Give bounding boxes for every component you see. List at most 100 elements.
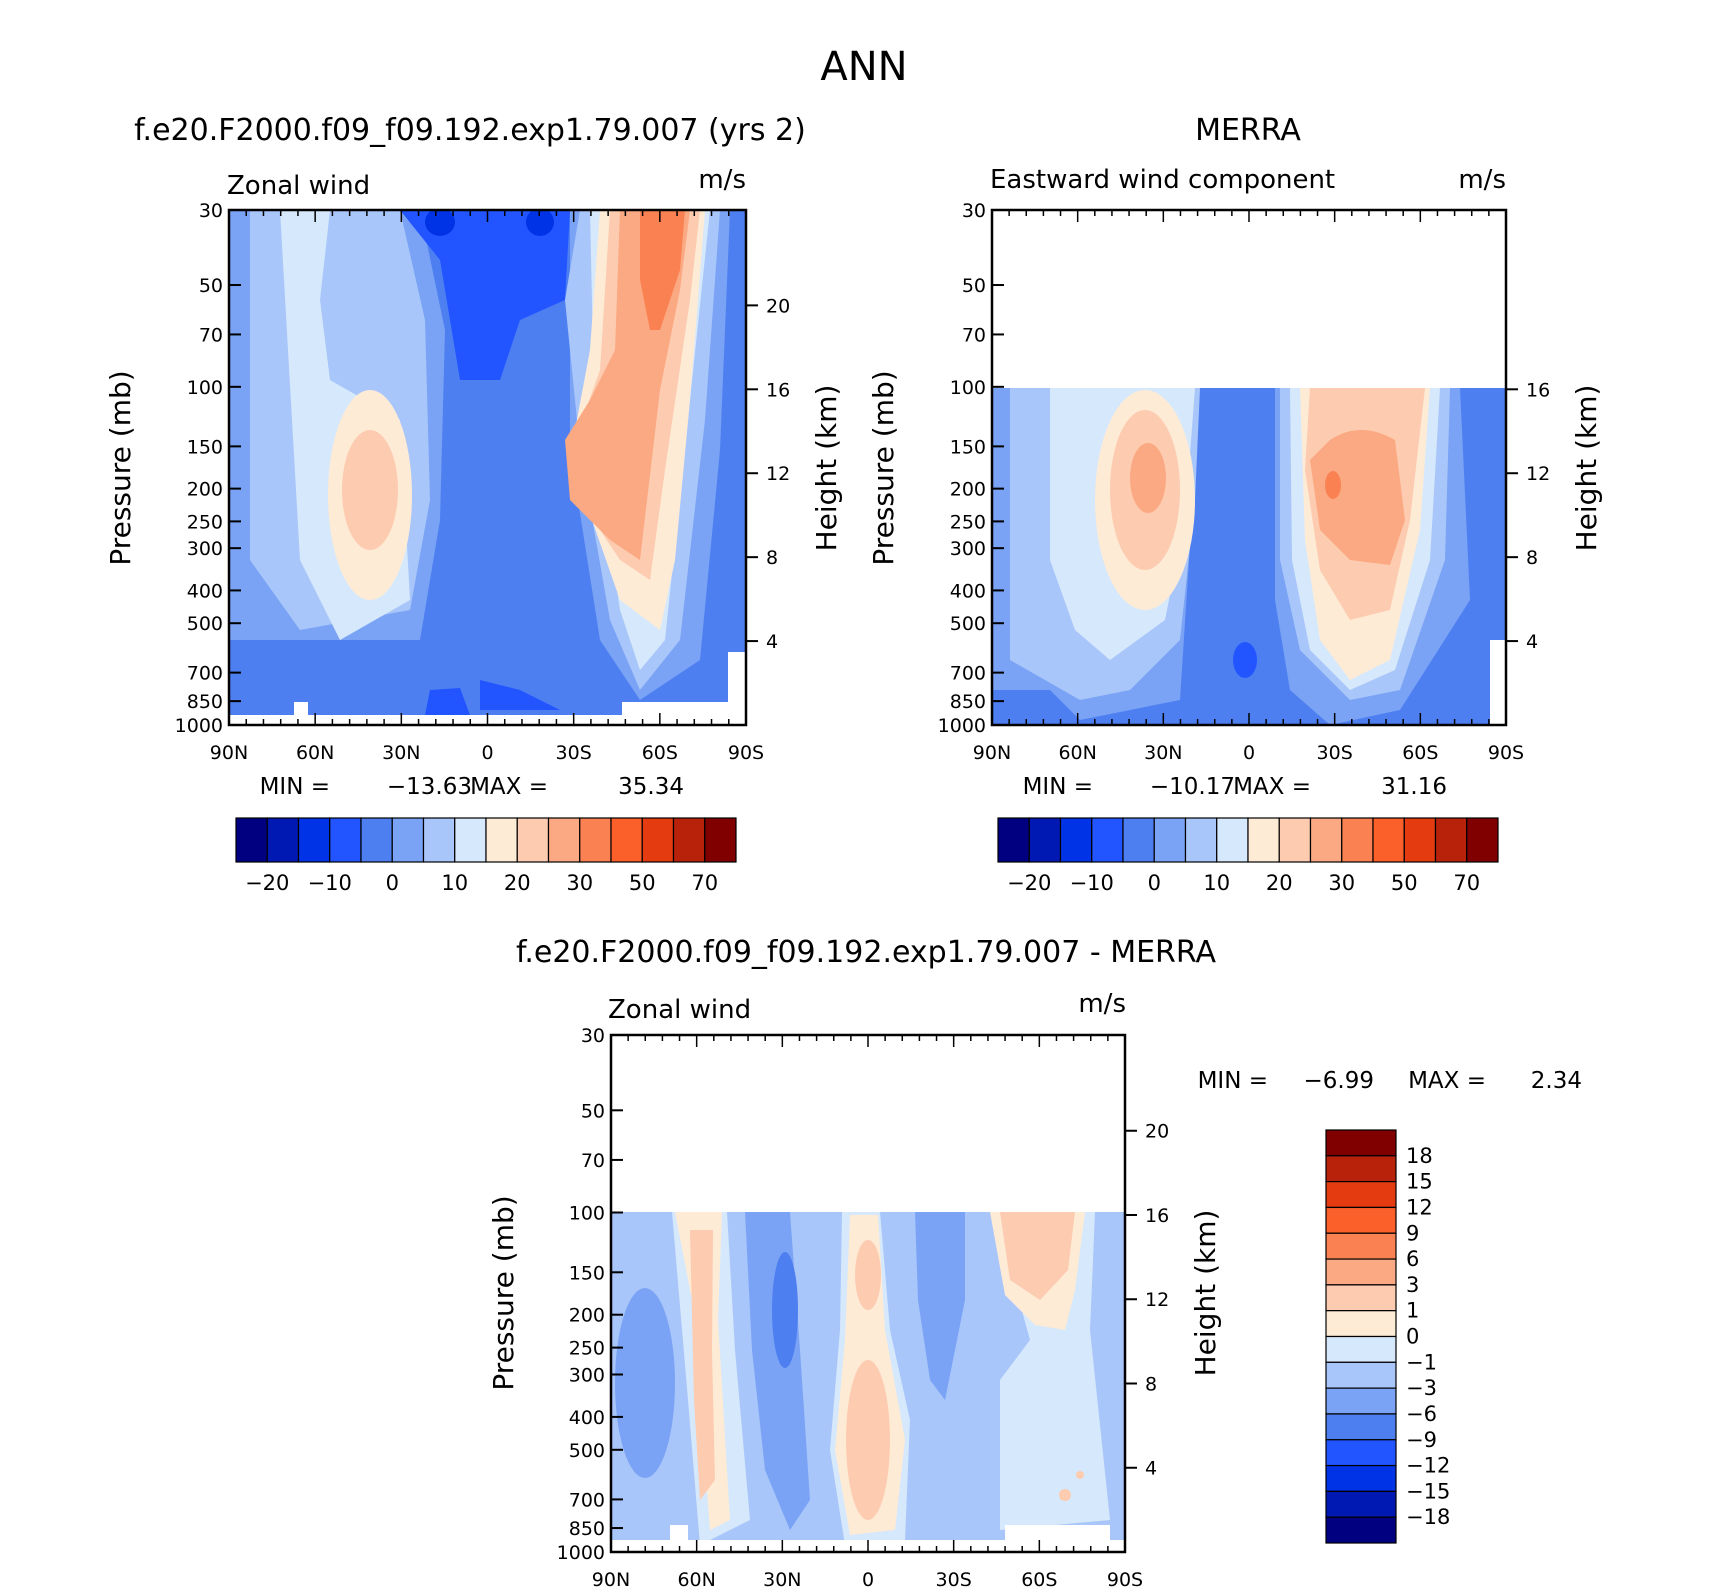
pressure-tick-label: 100 — [569, 1203, 605, 1225]
pressure-tick-label: 300 — [187, 538, 223, 560]
colorbar-swatch — [1325, 1181, 1397, 1209]
pressure-tick-label: 70 — [199, 324, 223, 346]
pressure-tick-label: 150 — [569, 1262, 605, 1284]
colorbar-swatch — [1153, 817, 1187, 863]
pressure-tick-label: 250 — [950, 511, 986, 533]
y2label-model: Height (km) — [810, 385, 843, 552]
pressure-tick-label: 700 — [187, 663, 223, 685]
pressure-tick-label: 1000 — [175, 715, 223, 737]
pressure-tick-label: 150 — [950, 436, 986, 458]
height-tick-label: 20 — [766, 295, 790, 317]
x-tick-label: 30N — [1144, 742, 1182, 764]
variable-label-obs: Eastward wind component — [990, 165, 1335, 195]
colorbar-swatch — [1325, 1206, 1397, 1234]
contour-field-diff — [611, 1212, 1125, 1552]
pressure-tick-label: 700 — [950, 663, 986, 685]
panel-obs: MERRA Eastward wind component m/s 30 50 70… — [867, 113, 1603, 895]
colorbar-swatch — [1325, 1516, 1397, 1544]
x-tick-label: 90N — [973, 742, 1011, 764]
colorbar-swatch — [672, 817, 706, 863]
x-tick-label: 30N — [763, 1569, 801, 1587]
pressure-tick-label: 300 — [950, 538, 986, 560]
colorbar-tick-label: −9 — [1406, 1428, 1437, 1452]
colorbar-tick-label: 6 — [1406, 1247, 1419, 1271]
pressure-tick-label: 700 — [569, 1489, 605, 1511]
pressure-tick-label: 50 — [962, 275, 986, 297]
height-tick-label: 16 — [766, 379, 790, 401]
colorbar-swatch — [1325, 1284, 1397, 1312]
colorbar-tick-label: 10 — [441, 871, 468, 895]
pressure-tick-label: 300 — [569, 1364, 605, 1386]
colorbar-swatch — [1325, 1387, 1397, 1415]
height-tick-label: 16 — [1145, 1205, 1169, 1227]
x-tick-label: 90N — [592, 1569, 630, 1587]
colorbar-swatch — [516, 817, 550, 863]
colorbar-swatch — [360, 817, 393, 863]
colorbar-tick-label: 3 — [1406, 1273, 1419, 1297]
height-tick-label: 16 — [1526, 379, 1550, 401]
ylabel-model: Pressure (mb) — [104, 370, 137, 565]
height-tick-label: 4 — [1526, 631, 1538, 653]
colorbar-tick-label: −20 — [245, 871, 289, 895]
colorbar-tick-label: −18 — [1406, 1505, 1450, 1529]
x-tick-label: 60S — [1021, 1569, 1057, 1587]
pressure-tick-label: 30 — [962, 200, 986, 222]
x-tick-label: 30N — [382, 742, 420, 764]
x-tick-label: 60S — [642, 742, 678, 764]
x-tick-label: 0 — [1243, 742, 1255, 764]
colorbar-tick-label: 15 — [1406, 1170, 1433, 1194]
x-tick-label: 90S — [1488, 742, 1524, 764]
pressure-tick-label: 200 — [950, 479, 986, 501]
pressure-tick-label: 250 — [187, 511, 223, 533]
colorbar-swatch — [1325, 1464, 1397, 1492]
colorbar-tick-label: −12 — [1406, 1454, 1450, 1478]
x-tick-label: 0 — [862, 1569, 874, 1587]
colorbar-swatch — [1325, 1155, 1397, 1183]
colorbar-swatch — [547, 817, 581, 863]
height-tick-label: 12 — [766, 463, 790, 485]
pressure-tick-label: 850 — [950, 691, 986, 713]
pressure-tick-label: 200 — [187, 479, 223, 501]
colorbar-tick-label: 18 — [1406, 1144, 1433, 1168]
pressure-tick-label: 30 — [199, 200, 223, 222]
pressure-tick-label: 850 — [187, 691, 223, 713]
colorbar-model: −20 −10 0 10 20 30 50 70 — [235, 817, 737, 895]
colorbar-tick-label: 0 — [1148, 871, 1161, 895]
colorbar-swatch — [266, 817, 300, 863]
colorbar-swatch — [422, 817, 456, 863]
colorbar-swatch — [1325, 1232, 1397, 1260]
colorbar-tick-label: 12 — [1406, 1195, 1433, 1219]
pressure-tick-label: 1000 — [938, 715, 986, 737]
colorbar-tick-label: 20 — [1266, 871, 1293, 895]
pressure-tick-label: 500 — [569, 1440, 605, 1462]
x-tick-label: 60N — [296, 742, 334, 764]
colorbar-swatch — [1403, 817, 1437, 863]
x-tick-label: 90S — [1107, 1569, 1143, 1587]
pressure-tick-label: 70 — [962, 324, 986, 346]
max-value-diff: 2.34 — [1531, 1068, 1582, 1094]
colorbar-swatch — [1278, 817, 1312, 863]
height-tick-label: 8 — [1526, 547, 1538, 569]
colorbar-tick-label: −15 — [1406, 1479, 1450, 1503]
x-tick-label: 90N — [210, 742, 248, 764]
colorbar-tick-label: 9 — [1406, 1221, 1419, 1245]
y2label-diff: Height (km) — [1189, 1210, 1222, 1377]
height-tick-label: 8 — [1145, 1373, 1157, 1395]
colorbar-tick-label: 50 — [1391, 871, 1418, 895]
variable-label-diff: Zonal wind — [608, 995, 751, 1025]
colorbar-swatch — [1434, 817, 1468, 863]
min-value-obs: −10.17 — [1150, 774, 1235, 800]
figure-title: ANN — [820, 44, 907, 90]
colorbar-tick-label: 0 — [1406, 1325, 1419, 1349]
pressure-tick-label: 400 — [569, 1407, 605, 1429]
colorbar-tick-label: 50 — [629, 871, 656, 895]
colorbar-swatch — [1325, 1335, 1397, 1363]
colorbar-tick-label: −20 — [1007, 871, 1051, 895]
pressure-tick-label: 500 — [187, 613, 223, 635]
x-tick-label: 60N — [1058, 742, 1096, 764]
colorbar-tick-label: −6 — [1406, 1402, 1437, 1426]
colorbar-swatch — [1059, 817, 1093, 863]
height-tick-label: 12 — [1526, 463, 1550, 485]
